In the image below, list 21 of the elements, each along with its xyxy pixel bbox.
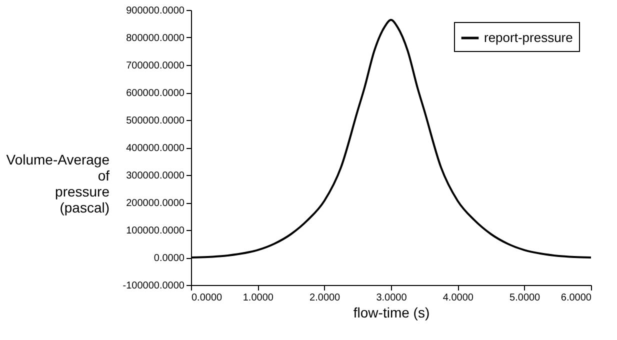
y-tick-label: 0.0000 xyxy=(154,253,185,264)
x-tick-label: 1.0000 xyxy=(242,292,274,304)
x-tick-label: 6.0000 xyxy=(560,292,592,304)
x-axis-title: flow-time (s) xyxy=(353,304,430,320)
y-tick-label: -100000.0000 xyxy=(122,280,185,292)
y-tick-label: 400000.0000 xyxy=(126,143,185,154)
legend-label: report-pressure xyxy=(484,30,573,45)
x-tick-label: 3.0000 xyxy=(376,292,408,304)
y-tick-label: 800000.0000 xyxy=(126,33,185,44)
y-tick-label: 700000.0000 xyxy=(126,60,185,72)
y-tick-label: 100000.0000 xyxy=(126,226,185,236)
x-tick-label: 4.0000 xyxy=(442,292,474,304)
x-tick-label: 0.0000 xyxy=(192,292,223,304)
y-tick-label: 500000.0000 xyxy=(126,116,185,126)
x-tick-label: 2.0000 xyxy=(310,292,341,304)
x-tick-label: 5.0000 xyxy=(510,292,541,304)
y-axis-title: Volume-Average of pressure (pascal) xyxy=(6,152,110,216)
y-tick-label: 300000.0000 xyxy=(126,170,185,182)
y-tick-label: 600000.0000 xyxy=(126,88,185,99)
y-tick-label: 900000.0000 xyxy=(126,6,185,16)
y-tick-label: 200000.0000 xyxy=(126,198,185,209)
